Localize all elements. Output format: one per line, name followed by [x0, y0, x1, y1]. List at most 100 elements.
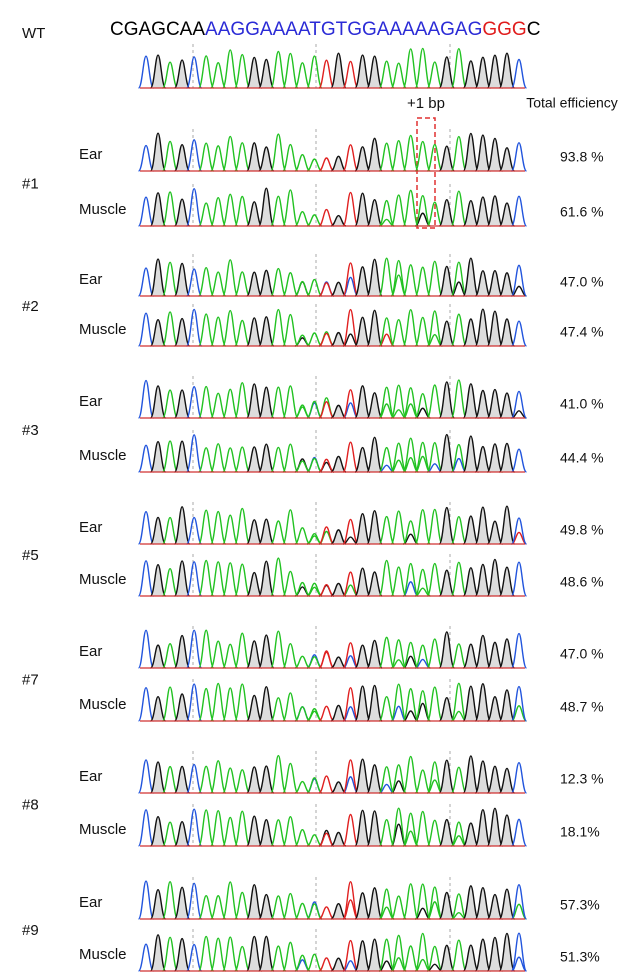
peak	[247, 573, 262, 596]
peak	[403, 135, 418, 171]
peak	[175, 390, 190, 418]
peak	[187, 140, 202, 171]
peak	[187, 630, 202, 668]
peak	[223, 563, 238, 596]
peak	[391, 261, 406, 296]
peak	[451, 380, 466, 418]
peak	[151, 193, 166, 226]
peak	[487, 559, 502, 596]
peak	[487, 642, 502, 668]
peak	[499, 815, 514, 846]
peak	[139, 630, 154, 668]
peak	[175, 561, 190, 596]
peak	[187, 562, 202, 596]
peak	[475, 309, 490, 346]
peak	[319, 210, 334, 226]
peak	[223, 136, 238, 171]
peak	[235, 55, 250, 88]
peak	[319, 958, 334, 971]
peak	[403, 49, 418, 88]
peak	[355, 448, 370, 472]
chromatogram	[139, 430, 527, 472]
peak	[499, 639, 514, 668]
peak	[427, 887, 442, 919]
peak	[307, 778, 322, 793]
peak	[499, 203, 514, 226]
peak	[163, 569, 178, 596]
peak	[247, 318, 262, 346]
efficiency-value: 93.8 %	[560, 149, 604, 165]
peak	[475, 635, 490, 668]
peak	[247, 936, 262, 971]
peak	[343, 145, 358, 171]
peak	[451, 314, 466, 346]
peak	[283, 510, 298, 544]
peak	[355, 317, 370, 346]
efficiency-value: 49.8 %	[560, 522, 604, 538]
peak	[223, 311, 238, 346]
chromatogram	[139, 929, 527, 971]
peak	[271, 310, 286, 346]
peak	[247, 57, 262, 88]
peak	[295, 955, 310, 971]
peak	[415, 267, 430, 296]
efficiency-value: 18.1%	[560, 824, 600, 840]
sequence-segment: C	[527, 19, 541, 40]
peak	[283, 444, 298, 472]
peak	[247, 202, 262, 226]
peak	[487, 521, 502, 544]
peak	[512, 60, 527, 88]
peak	[283, 190, 298, 226]
efficiency-value: 61.6 %	[560, 204, 604, 220]
peak	[235, 196, 250, 226]
peak	[415, 770, 430, 793]
peak	[223, 260, 238, 296]
peak	[463, 756, 478, 793]
peak	[307, 401, 322, 418]
peak	[512, 143, 527, 171]
peak	[223, 644, 238, 668]
peak	[271, 820, 286, 846]
peak	[451, 262, 466, 296]
peak	[283, 315, 298, 346]
peak	[367, 310, 382, 346]
peak	[307, 657, 322, 668]
peak	[512, 933, 527, 971]
sample-id: #3	[22, 422, 39, 439]
peak	[343, 277, 358, 296]
peak	[439, 266, 454, 296]
peak	[139, 381, 154, 418]
peak	[512, 321, 527, 346]
peak	[235, 947, 250, 971]
peak	[271, 698, 286, 721]
peak	[367, 393, 382, 418]
peak	[211, 938, 226, 971]
peak	[235, 383, 250, 418]
peak	[379, 939, 394, 971]
peak	[199, 448, 214, 472]
efficiency-header: Total efficiency	[526, 95, 618, 111]
peak	[439, 945, 454, 971]
peak	[439, 321, 454, 346]
peak	[343, 442, 358, 472]
sample-id: #1	[22, 175, 39, 192]
peak	[512, 763, 527, 793]
peak	[319, 652, 334, 668]
peak	[439, 820, 454, 846]
peak	[307, 333, 322, 346]
peak	[463, 133, 478, 171]
peak	[451, 894, 466, 919]
peak	[331, 156, 346, 171]
peak	[187, 684, 202, 721]
peak	[163, 441, 178, 472]
peak	[403, 884, 418, 919]
peak	[295, 583, 310, 596]
peak	[415, 884, 430, 919]
tissue-label: Muscle	[79, 946, 127, 963]
chromatogram	[139, 877, 527, 919]
peak	[451, 191, 466, 226]
efficiency-value: 41.0 %	[560, 396, 604, 412]
peak	[499, 889, 514, 919]
peak	[391, 63, 406, 88]
peak	[415, 933, 430, 971]
